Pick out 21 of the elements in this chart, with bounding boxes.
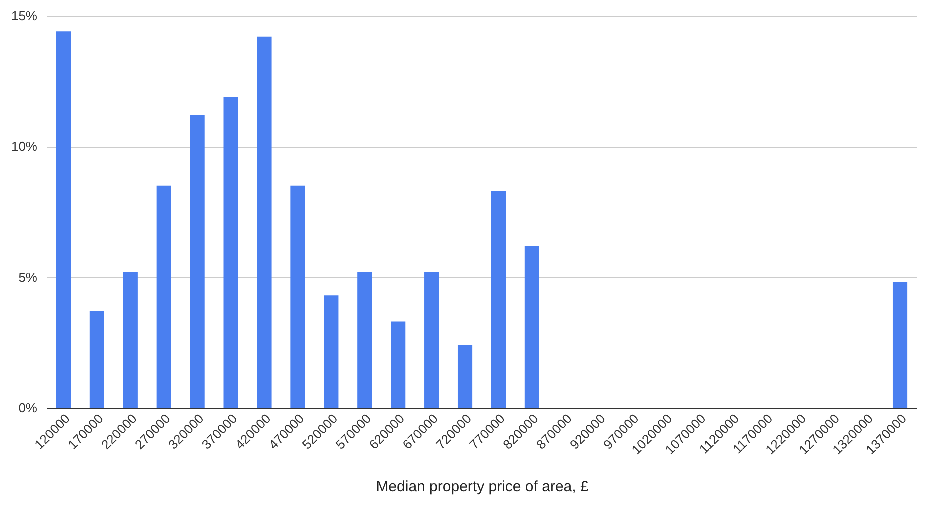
bar (190, 115, 205, 408)
bar (257, 36, 272, 408)
bar (324, 296, 339, 408)
x-axis-title: Median property price of area, £ (376, 478, 590, 496)
bar (224, 97, 238, 408)
bar (56, 32, 72, 408)
bar (123, 272, 138, 408)
bar (892, 282, 908, 408)
bar (156, 186, 172, 408)
bar (524, 246, 540, 408)
y-tick-label: 0% (18, 400, 38, 416)
bar (90, 311, 104, 408)
y-tick-label: 15% (11, 8, 38, 24)
bar (424, 272, 440, 408)
y-tick-label: 10% (11, 139, 38, 154)
bar (458, 345, 473, 408)
bar (358, 272, 372, 408)
bar (491, 191, 506, 408)
bar (391, 322, 406, 408)
y-tick-label: 5% (18, 270, 38, 285)
bar (290, 186, 306, 408)
